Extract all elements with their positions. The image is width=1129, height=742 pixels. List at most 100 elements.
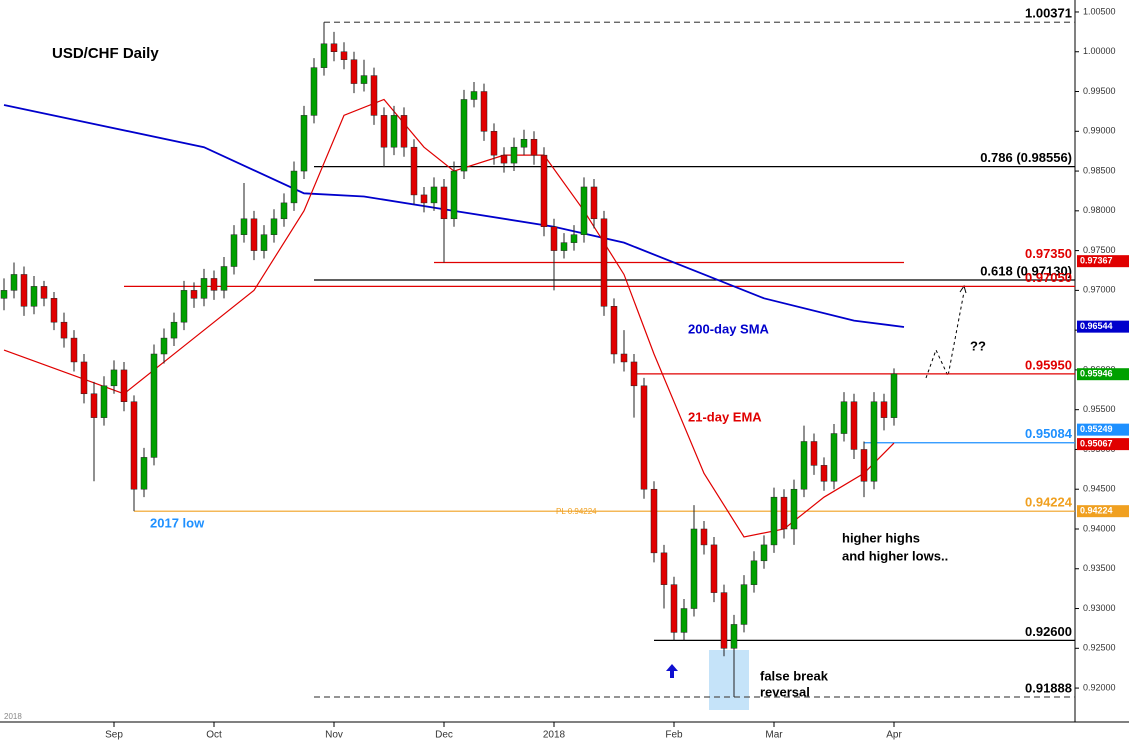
price-marker-label: 0.97367 <box>1080 256 1113 266</box>
price-marker <box>1077 438 1129 451</box>
candle-body <box>390 115 398 148</box>
candle-body <box>230 234 238 267</box>
price-marker-label: 0.95067 <box>1080 438 1113 448</box>
candle-body <box>540 154 548 227</box>
level-label: 0.92600 <box>1025 624 1072 639</box>
candle-body <box>780 496 788 530</box>
y-tick-label: 0.92000 <box>1083 682 1116 692</box>
candle-body <box>800 441 808 490</box>
candle-body <box>110 369 118 387</box>
x-tick-label: Oct <box>206 730 222 741</box>
y-tick-label: 0.93500 <box>1083 563 1116 573</box>
price-marker-label: 0.96544 <box>1080 321 1113 331</box>
candle-body <box>690 528 698 609</box>
projection-path <box>925 291 965 379</box>
candle-body <box>210 278 218 291</box>
candle-body <box>570 234 578 243</box>
price-marker <box>1077 505 1129 518</box>
candle-body <box>70 337 78 363</box>
candle-body <box>560 242 568 251</box>
candle-body <box>220 266 228 291</box>
candle-body <box>320 43 328 68</box>
candle-body <box>270 218 278 235</box>
x-tick-label: Sep <box>105 730 123 741</box>
price-marker-label: 0.95249 <box>1080 424 1113 434</box>
x-tick-label: Feb <box>665 730 683 741</box>
candle-body <box>460 99 468 172</box>
candle-body <box>680 608 688 633</box>
price-marker-label: 0.95946 <box>1080 369 1113 379</box>
candle-body <box>340 51 348 60</box>
annotation: false break <box>760 668 829 683</box>
candle-body <box>470 91 478 100</box>
candle-body <box>730 624 738 649</box>
candle-body <box>830 433 838 482</box>
y-tick-label: 0.99500 <box>1083 86 1116 96</box>
y-tick-label: 0.93000 <box>1083 603 1116 613</box>
candle-body <box>610 306 618 355</box>
candle-body <box>670 584 678 633</box>
candle-body <box>820 465 828 482</box>
x-tick-label: 2018 <box>543 730 566 741</box>
candle-body <box>660 552 668 585</box>
candle-body <box>440 186 448 220</box>
candle-body <box>650 488 658 554</box>
candle-body <box>420 194 428 204</box>
candle-body <box>10 274 18 291</box>
y-tick-label: 0.92500 <box>1083 643 1116 653</box>
candle-body <box>720 592 728 649</box>
candle-body <box>90 393 98 418</box>
y-tick-label: 1.00000 <box>1083 46 1116 56</box>
y-tick-label: 0.97000 <box>1083 285 1116 295</box>
level-label: 0.97050 <box>1025 270 1072 285</box>
false-break-zone <box>709 650 749 710</box>
candle-body <box>380 115 388 148</box>
candle-body <box>410 146 418 196</box>
candle-body <box>370 75 378 116</box>
candle-body <box>880 401 888 418</box>
candle-body <box>250 218 258 251</box>
candle-body <box>480 91 488 132</box>
price-marker <box>1077 255 1129 268</box>
price-marker <box>1077 320 1129 333</box>
level-label: 0.95950 <box>1025 357 1072 372</box>
candle-body <box>120 369 128 402</box>
candle-body <box>200 278 208 299</box>
candle-body <box>0 290 8 299</box>
annotation: higher highs <box>842 530 920 545</box>
candle-body <box>130 401 138 490</box>
x-tick-label: Apr <box>886 730 902 741</box>
level-label: 1.00371 <box>1025 6 1072 21</box>
candle-body <box>240 218 248 235</box>
candle-body <box>60 321 68 339</box>
candle-body <box>330 43 338 52</box>
candle-body <box>760 544 768 562</box>
candle-body <box>770 496 778 546</box>
candle-body <box>80 361 88 395</box>
y-tick-label: 0.94500 <box>1083 484 1116 494</box>
candle-body <box>300 115 308 172</box>
candle-body <box>710 544 718 593</box>
candle-body <box>50 298 58 323</box>
y-tick-label: 1.00500 <box>1083 6 1116 16</box>
level-label: 0.618 (0.97130) <box>980 263 1072 278</box>
candle-body <box>400 115 408 148</box>
level-label: 0.95084 <box>1025 426 1073 441</box>
candle-body <box>840 401 848 434</box>
candle-body <box>580 186 588 235</box>
price-marker-label: 0.94224 <box>1080 506 1113 516</box>
candle-body <box>430 186 438 204</box>
y-tick-label: 0.95500 <box>1083 404 1116 414</box>
candle-body <box>490 131 498 156</box>
candle-body <box>750 560 758 585</box>
year-label: 2018 <box>4 712 22 721</box>
candle-body <box>450 170 458 220</box>
level-label: 0.91888 <box>1025 680 1072 695</box>
candle-body <box>640 385 648 490</box>
candle-body <box>170 321 178 339</box>
candle-body <box>20 274 28 307</box>
y-tick-label: 0.97500 <box>1083 245 1116 255</box>
candle-body <box>30 286 38 307</box>
candle-body <box>810 441 818 466</box>
